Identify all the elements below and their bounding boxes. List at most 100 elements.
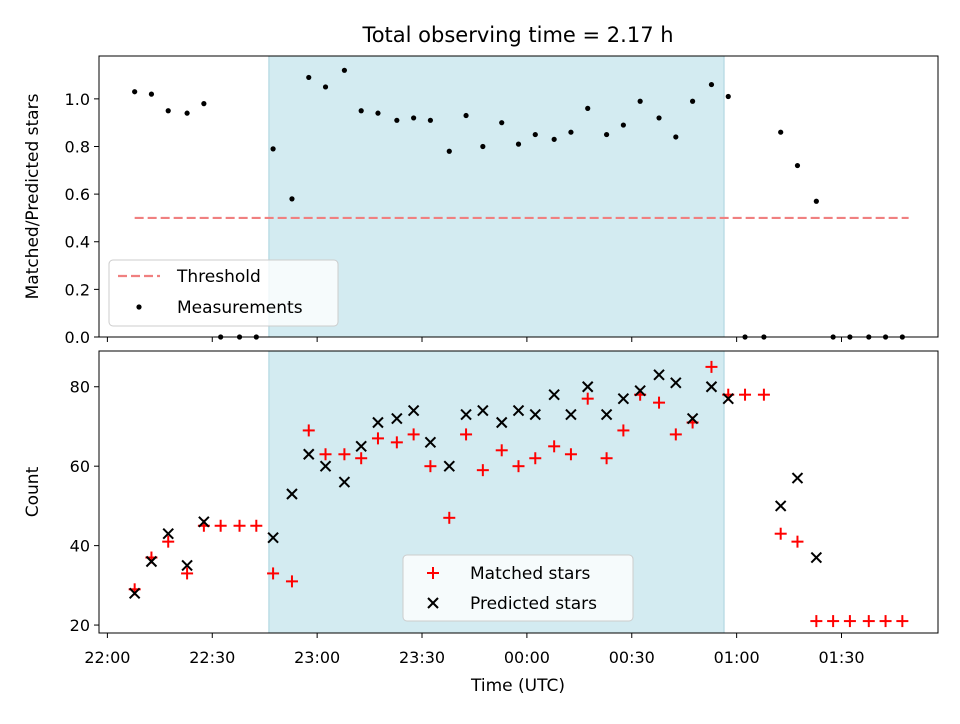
matched-stars-point [302, 424, 315, 437]
predicted-stars-point [303, 448, 315, 460]
predicted-stars-point [634, 385, 646, 397]
predicted-stars-point [286, 488, 298, 500]
predicted-stars-point [774, 500, 787, 512]
predicted-stars-point [391, 412, 403, 425]
measurement-point [656, 115, 662, 121]
count-x-ticks: 22:00 22:30 23:00 23:30 00:00 00:30 01:00 01:30 [84, 633, 865, 667]
predicted-stars-point [670, 377, 682, 389]
measurement-point [394, 117, 400, 123]
predicted-stars-point [372, 416, 384, 429]
predicted-stars-point [810, 551, 823, 564]
matched-stars-point [424, 460, 437, 473]
measurement-point [637, 98, 643, 104]
measurement-point [289, 196, 295, 202]
measurement-point [165, 108, 171, 114]
measurement-point [689, 98, 696, 104]
x-tick-label: 00:30 [609, 648, 655, 667]
predicted-stars-point [565, 408, 577, 421]
x-tick-label: 23:00 [294, 648, 340, 667]
predicted-stars-point [460, 408, 472, 421]
predicted-stars-point [529, 408, 541, 421]
measurement-point [620, 122, 626, 128]
matched-stars-point [600, 452, 613, 465]
predicted-stars-point [319, 460, 332, 472]
predicted-stars-point [162, 527, 174, 540]
legend-measurements-swatch [136, 304, 142, 310]
predicted-stars-point [181, 559, 193, 572]
predicted-stars-point [424, 436, 437, 449]
predicted-stars-point [617, 392, 630, 405]
measurement-point [358, 108, 364, 114]
predicted-stars-point [653, 369, 665, 381]
matched-stars-point [390, 436, 403, 449]
count-marks [128, 360, 909, 628]
measurement-point [184, 110, 190, 116]
predicted-stars-point [338, 476, 351, 488]
measurement-point [148, 91, 155, 97]
predicted-stars-point [791, 472, 804, 484]
matched-stars-point [460, 428, 473, 441]
x-tick-label: 01:00 [714, 648, 760, 667]
matched-stars-point [617, 424, 630, 437]
y-tick-label: 0.2 [65, 280, 90, 299]
predicted-stars-point [355, 440, 367, 453]
matched-stars-point [285, 575, 298, 588]
measurement-point [794, 162, 801, 169]
matched-stars-point [879, 615, 892, 628]
matched-stars-point [495, 444, 508, 457]
matched-stars-point [791, 535, 804, 548]
matched-stars-point [896, 615, 909, 628]
matched-stars-point [443, 511, 456, 524]
count-legend-box [402, 554, 634, 622]
measurement-point [322, 84, 329, 90]
measurement-point [778, 129, 784, 135]
predicted-stars-point [722, 392, 734, 405]
ratio-x-ticks [106, 337, 843, 342]
matched-stars-point [181, 567, 194, 580]
legend-threshold-label: Threshold [176, 267, 261, 287]
measurement-point [201, 101, 207, 107]
matched-stars-point [810, 615, 823, 628]
predicted-stars-point [548, 388, 560, 401]
y-tick-label: 80 [70, 378, 90, 397]
count-y-axis-label: Count [23, 466, 43, 517]
predicted-stars-point [128, 587, 141, 599]
count-panel-frame [98, 350, 939, 634]
matched-stars-point [669, 428, 682, 441]
predicted-stars-point [198, 516, 210, 528]
y-tick-label: 0.4 [65, 233, 90, 252]
predicted-stars-point [512, 404, 525, 417]
matched-stars-point [862, 615, 875, 628]
matched-stars-point [512, 460, 525, 473]
matched-stars-point [827, 615, 840, 628]
matched-stars-point [371, 432, 384, 445]
predicted-stars-point [600, 408, 613, 421]
y-tick-label: 0.0 [65, 328, 90, 347]
matched-stars-point [774, 527, 787, 540]
measurement-point [568, 129, 574, 135]
legend-predicted-label: Predicted stars [470, 594, 597, 614]
predicted-stars-point [582, 381, 594, 393]
measurement-point [673, 134, 679, 140]
legend-measurements-label: Measurements [177, 298, 303, 318]
legend-predicted-swatch [427, 597, 439, 609]
measurement-point [532, 131, 538, 138]
matched-stars-point [564, 448, 577, 461]
matched-stars-point [843, 615, 856, 628]
predicted-stars-point [267, 531, 279, 544]
y-tick-label: 60 [70, 457, 90, 476]
y-tick-label: 20 [70, 616, 90, 635]
measurement-point [813, 198, 819, 204]
matched-stars-point [581, 392, 594, 405]
measurement-point [515, 141, 522, 147]
ratio-legend: Threshold Measurements [108, 259, 339, 327]
matched-stars-point [705, 360, 718, 373]
matched-stars-point [319, 448, 332, 461]
matched-stars-point [267, 567, 280, 580]
predicted-stars-point [686, 412, 699, 425]
count-panel: 20 40 60 80 22:00 22:30 23:00 23:30 00:00 00:30 0… [23, 350, 939, 696]
predicted-stars-point [496, 416, 508, 429]
matched-stars-point [355, 452, 368, 465]
measurement-point [375, 110, 381, 116]
x-tick-label: 01:30 [818, 648, 864, 667]
